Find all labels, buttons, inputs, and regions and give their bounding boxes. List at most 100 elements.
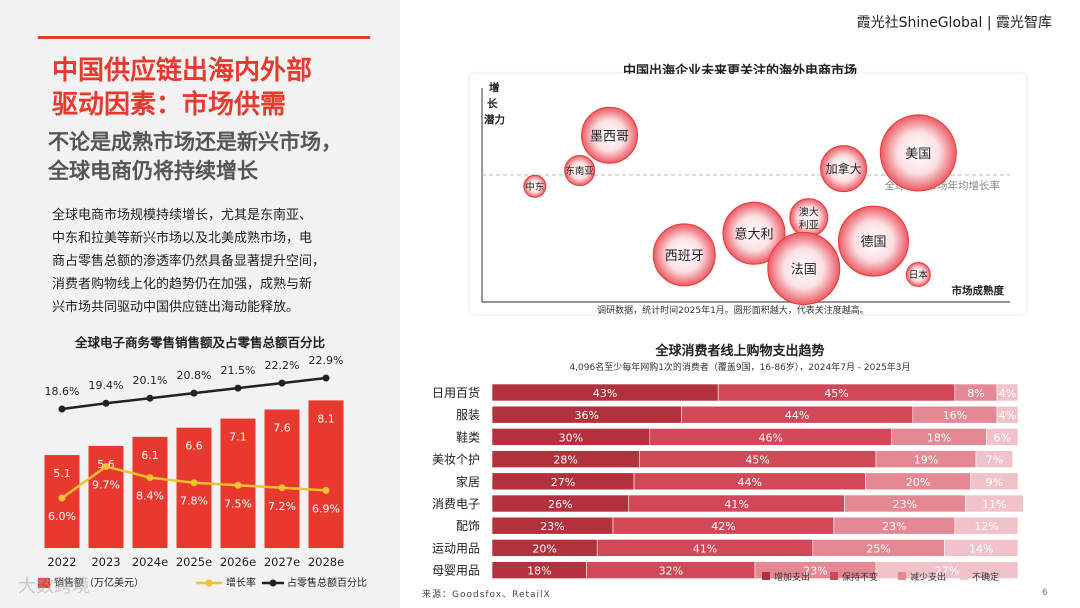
sales-bar (132, 436, 168, 548)
category-label: 鞋类 (456, 429, 480, 444)
segment-label: 23% (882, 520, 906, 533)
segment-label: 32% (659, 565, 683, 578)
segment-label: 20% (532, 542, 556, 555)
bubble (879, 114, 957, 192)
sales-bar (44, 455, 80, 548)
x-tick-label: 2023 (91, 555, 120, 569)
share-point (58, 405, 66, 413)
share-label: 19.4% (89, 379, 124, 392)
bubble-label: 法国 (791, 263, 817, 278)
bubble-chart-card (470, 74, 1026, 314)
sales-bar-label: 7.1 (229, 431, 247, 444)
segment-label: 11% (982, 498, 1006, 511)
segment-label: 41% (724, 498, 748, 511)
source-note: 来源：Goodsfox、RetailX (422, 590, 551, 600)
growth-point (190, 479, 198, 487)
headline-line-2: 驱动因素：市场供需 (52, 90, 287, 120)
segment-4 (996, 405, 1019, 424)
legend-label: 增加支出 (774, 571, 810, 583)
share-point (278, 379, 286, 387)
bubble-label: 意大利 (734, 226, 773, 242)
bubble (905, 261, 931, 287)
growth-label: 9.7% (92, 479, 120, 492)
segment-4 (996, 383, 1019, 402)
legend-swatch (960, 572, 968, 580)
sales-bar (264, 409, 300, 548)
sales-bar-label: 6.1 (141, 449, 159, 462)
category-label: 日用百货 (432, 385, 480, 400)
legend-label: 保持不变 (842, 571, 878, 583)
category-label: 家居 (456, 474, 480, 489)
segment-label: 43% (593, 387, 617, 400)
body-line: 消费者购物线上化的趋势仍在加强，成熟与新 (52, 277, 313, 292)
segment-label: 19% (914, 454, 938, 467)
category-label: 运动用品 (432, 541, 480, 555)
bubble (767, 232, 841, 306)
brand-header: 霞光社ShineGlobal | 霞光智库 (856, 15, 1052, 31)
sales-bar (176, 427, 212, 548)
x-axis-label: 市场成熟度 (952, 284, 1005, 297)
segment-label: 18% (927, 431, 951, 444)
bubble (652, 223, 716, 287)
growth-label: 6.0% (48, 510, 76, 523)
bubble-label: 利亚 (799, 220, 819, 232)
segment-label: 12% (974, 520, 998, 533)
segment-label: 23% (540, 520, 564, 533)
share-label: 21.5% (221, 364, 256, 377)
growth-label: 7.8% (180, 495, 208, 508)
growth-point (234, 481, 242, 489)
segment-label: 6% (993, 431, 1010, 444)
segment-label: 44% (785, 409, 809, 422)
share-label: 20.1% (133, 374, 168, 387)
spend-chart: 日用百货 43% 45% 8% 4% 服装 36% 44% 16% 4% 鞋类 30% 46% 18% 6%… (432, 383, 1024, 583)
bubble-label: 中东 (525, 181, 544, 193)
legend-swatch (830, 572, 838, 580)
legend-swatch-sales (38, 578, 50, 588)
segment-4 (965, 494, 1024, 513)
sales-bar-label: 5.1 (53, 467, 71, 480)
segment-4 (975, 450, 1014, 468)
segment-label: 16% (943, 409, 967, 422)
growth-point (58, 494, 66, 502)
segment-label: 27% (551, 476, 575, 489)
x-tick-label: 2028e (308, 555, 344, 569)
watermark: 大数跨境 (18, 576, 90, 597)
growth-point (146, 474, 154, 482)
segment-label: 23% (893, 498, 917, 511)
share-label: 22.9% (309, 354, 344, 367)
legend-label-share: 占零售总额百分比 (287, 576, 367, 589)
segment-4 (970, 472, 1019, 491)
growth-point (278, 484, 286, 492)
category-label: 配饰 (456, 519, 480, 533)
segment-label: 27% (935, 565, 959, 578)
bubble (564, 155, 596, 187)
bubble-chart-note: 调研数据，统计时间2025年1月。圆形面积越大，代表关注度越高。 (597, 306, 869, 316)
accent-line (38, 36, 370, 39)
headline-line-1: 中国供应链出海内外部 (52, 56, 313, 86)
segment-4 (954, 516, 1019, 535)
sales-bar-label: 8.1 (317, 412, 335, 425)
segment-label: 4% (999, 387, 1016, 400)
growth-point (322, 486, 330, 494)
segment-4 (875, 561, 1019, 579)
segment-label: 9% (986, 476, 1003, 489)
sales-bar (88, 445, 124, 548)
sales-bar-label: 6.6 (185, 440, 203, 453)
subhead-line-1: 不论是成熟市场还是新兴市场， (48, 130, 342, 154)
segment-label: 7% (986, 454, 1003, 467)
legend-dot-share (269, 579, 277, 587)
bubble (523, 174, 547, 198)
bubble-label: 德国 (860, 235, 886, 250)
bubble (722, 201, 786, 265)
bubble-label: 美国 (905, 147, 931, 162)
y-axis-label-3: 潜力 (484, 113, 505, 126)
share-point (234, 384, 242, 392)
segment-label: 46% (759, 431, 783, 444)
legend-swatch (762, 572, 770, 580)
body-line: 中东和拉美等新兴市场以及北美成熟市场，电 (52, 231, 313, 246)
headline: 中国供应链出海内外部 驱动因素：市场供需 (52, 54, 312, 122)
sales-chart-title: 全球电子商务零售销售额及占零售总额百分比 (74, 335, 325, 350)
subhead-line-2: 全球电商仍将持续增长 (48, 159, 258, 183)
share-point (322, 374, 330, 382)
segment-label: 25% (866, 542, 890, 555)
